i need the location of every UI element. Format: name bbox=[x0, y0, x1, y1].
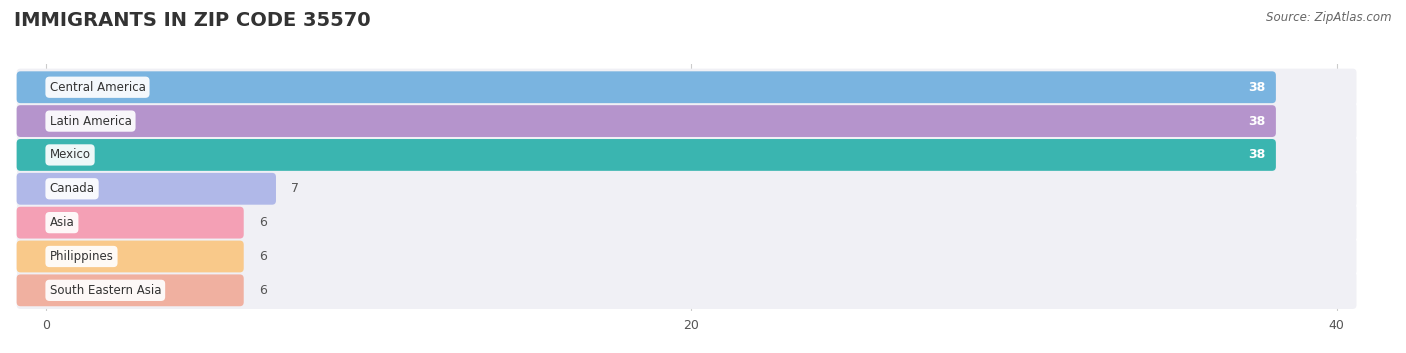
Text: Canada: Canada bbox=[49, 182, 94, 195]
FancyBboxPatch shape bbox=[17, 71, 1275, 103]
FancyBboxPatch shape bbox=[17, 102, 1357, 140]
Text: 7: 7 bbox=[291, 182, 299, 195]
FancyBboxPatch shape bbox=[17, 105, 1275, 137]
FancyBboxPatch shape bbox=[17, 139, 1275, 171]
FancyBboxPatch shape bbox=[17, 173, 276, 205]
Text: Asia: Asia bbox=[49, 216, 75, 229]
FancyBboxPatch shape bbox=[17, 136, 1357, 174]
Text: 6: 6 bbox=[259, 250, 267, 263]
FancyBboxPatch shape bbox=[17, 204, 1357, 241]
Text: 38: 38 bbox=[1249, 81, 1265, 94]
FancyBboxPatch shape bbox=[17, 207, 243, 239]
FancyBboxPatch shape bbox=[17, 274, 243, 306]
FancyBboxPatch shape bbox=[17, 68, 1357, 106]
Text: 6: 6 bbox=[259, 284, 267, 297]
Text: Mexico: Mexico bbox=[49, 148, 90, 161]
Text: Latin America: Latin America bbox=[49, 115, 131, 127]
Text: 38: 38 bbox=[1249, 115, 1265, 127]
Text: IMMIGRANTS IN ZIP CODE 35570: IMMIGRANTS IN ZIP CODE 35570 bbox=[14, 11, 371, 30]
Text: 6: 6 bbox=[259, 216, 267, 229]
Text: South Eastern Asia: South Eastern Asia bbox=[49, 284, 162, 297]
FancyBboxPatch shape bbox=[17, 170, 1357, 208]
Text: Central America: Central America bbox=[49, 81, 145, 94]
Text: Source: ZipAtlas.com: Source: ZipAtlas.com bbox=[1267, 11, 1392, 24]
Text: Philippines: Philippines bbox=[49, 250, 114, 263]
FancyBboxPatch shape bbox=[17, 272, 1357, 309]
Text: 38: 38 bbox=[1249, 148, 1265, 161]
FancyBboxPatch shape bbox=[17, 241, 243, 273]
FancyBboxPatch shape bbox=[17, 238, 1357, 275]
